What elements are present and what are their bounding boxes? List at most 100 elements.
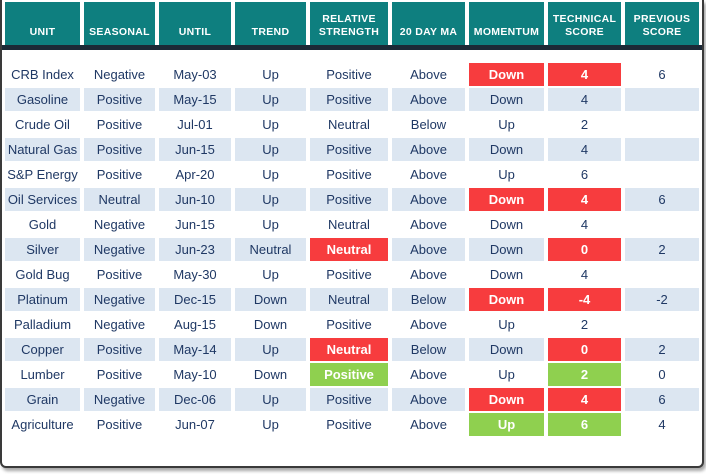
cell-trend: Up [235, 213, 306, 236]
cell-trend: Up [235, 338, 306, 361]
table-row: Copper Positive May-14 Up Neutral Below Down 0 2 [5, 338, 699, 361]
cell-relative-strength: Positive [310, 188, 388, 211]
cell-technical-score: 4 [548, 388, 621, 411]
cell-20-day-ma: Above [392, 163, 465, 186]
cell-trend: Up [235, 63, 306, 86]
cell-relative-strength: Positive [310, 413, 388, 436]
cell-relative-strength: Positive [310, 263, 388, 286]
cell-previous-score: 4 [625, 413, 699, 436]
cell-technical-score: 4 [548, 188, 621, 211]
cell-previous-score [625, 213, 699, 236]
cell-until: Jun-23 [159, 238, 231, 261]
table-row: CRB Index Negative May-03 Up Positive Above Do… [5, 63, 699, 86]
cell-previous-score [625, 88, 699, 111]
table-row: Agriculture Positive Jun-07 Up Positive Above… [5, 413, 699, 436]
cell-20-day-ma: Below [392, 113, 465, 136]
cell-seasonal: Negative [84, 213, 155, 236]
cell-previous-score [625, 113, 699, 136]
table-row: S&P Energy Positive Apr-20 Up Positive Above U… [5, 163, 699, 186]
cell-relative-strength: Neutral [310, 338, 388, 361]
cell-until: Dec-15 [159, 288, 231, 311]
cell-relative-strength: Positive [310, 313, 388, 336]
cell-momentum: Down [469, 388, 544, 411]
cell-technical-score: 6 [548, 413, 621, 436]
cell-momentum: Up [469, 413, 544, 436]
cell-20-day-ma: Above [392, 88, 465, 111]
row-label: Natural Gas [5, 138, 80, 161]
cell-momentum: Up [469, 363, 544, 386]
column-header-until: UNTIL [159, 2, 231, 45]
cell-momentum: Up [469, 163, 544, 186]
row-label: Gold [5, 213, 80, 236]
cell-technical-score: 4 [548, 263, 621, 286]
cell-relative-strength: Neutral [310, 213, 388, 236]
cell-previous-score [625, 263, 699, 286]
cell-momentum: Down [469, 288, 544, 311]
header-underline [2, 45, 702, 50]
cell-trend: Up [235, 188, 306, 211]
cell-technical-score: 4 [548, 213, 621, 236]
cell-relative-strength: Neutral [310, 288, 388, 311]
row-label: Palladium [5, 313, 80, 336]
cell-momentum: Up [469, 113, 544, 136]
cell-until: Jun-07 [159, 413, 231, 436]
cell-until: Jul-01 [159, 113, 231, 136]
cell-20-day-ma: Above [392, 313, 465, 336]
cell-20-day-ma: Above [392, 263, 465, 286]
row-label: Agriculture [5, 413, 80, 436]
cell-until: Jun-15 [159, 138, 231, 161]
cell-relative-strength: Positive [310, 88, 388, 111]
table-row: Lumber Positive May-10 Down Positive Above Up 2… [5, 363, 699, 386]
cell-relative-strength: Positive [310, 363, 388, 386]
row-label: Gasoline [5, 88, 80, 111]
cell-until: Jun-15 [159, 213, 231, 236]
cell-until: May-14 [159, 338, 231, 361]
cell-technical-score: 4 [548, 138, 621, 161]
table-row: Gold Negative Jun-15 Up Neutral Above Down 4 [5, 213, 699, 236]
cell-momentum: Down [469, 88, 544, 111]
cell-trend: Down [235, 313, 306, 336]
cell-20-day-ma: Above [392, 413, 465, 436]
table-row: Natural Gas Positive Jun-15 Up Positive Above… [5, 138, 699, 161]
cell-until: Dec-06 [159, 388, 231, 411]
cell-previous-score: -2 [625, 288, 699, 311]
row-label: Lumber [5, 363, 80, 386]
cell-seasonal: Negative [84, 388, 155, 411]
cell-seasonal: Positive [84, 413, 155, 436]
cell-previous-score [625, 163, 699, 186]
cell-relative-strength: Positive [310, 388, 388, 411]
cell-previous-score [625, 138, 699, 161]
cell-previous-score: 6 [625, 388, 699, 411]
column-header-technical-score: TECHNICAL SCORE [548, 2, 621, 45]
cell-momentum: Down [469, 338, 544, 361]
column-header-relative-strength: RELATIVE STRENGTH [310, 2, 388, 45]
table-row: Platinum Negative Dec-15 Down Neutral Below Do… [5, 288, 699, 311]
cell-20-day-ma: Above [392, 213, 465, 236]
cell-seasonal: Negative [84, 313, 155, 336]
table-row: Palladium Negative Aug-15 Down Positive Above… [5, 313, 699, 336]
cell-technical-score: 2 [548, 313, 621, 336]
cell-momentum: Down [469, 188, 544, 211]
cell-trend: Up [235, 263, 306, 286]
cell-until: Aug-15 [159, 313, 231, 336]
column-header-seasonal: SEASONAL [84, 2, 155, 45]
cell-until: Jun-10 [159, 188, 231, 211]
cell-trend: Up [235, 163, 306, 186]
cell-seasonal: Neutral [84, 188, 155, 211]
cell-seasonal: Negative [84, 238, 155, 261]
cell-20-day-ma: Below [392, 288, 465, 311]
cell-seasonal: Negative [84, 288, 155, 311]
cell-previous-score: 6 [625, 188, 699, 211]
column-header-momentum: MOMENTUM [469, 2, 544, 45]
cell-trend: Down [235, 363, 306, 386]
cell-technical-score: 4 [548, 63, 621, 86]
cell-20-day-ma: Above [392, 188, 465, 211]
cell-relative-strength: Positive [310, 163, 388, 186]
cell-technical-score: 0 [548, 338, 621, 361]
cell-until: May-03 [159, 63, 231, 86]
cell-momentum: Down [469, 213, 544, 236]
column-header-previous-score: PREVIOUS SCORE [625, 2, 699, 45]
cell-trend: Down [235, 288, 306, 311]
cell-previous-score: 2 [625, 238, 699, 261]
table-row: Crude Oil Positive Jul-01 Up Neutral Below Up 2 [5, 113, 699, 136]
